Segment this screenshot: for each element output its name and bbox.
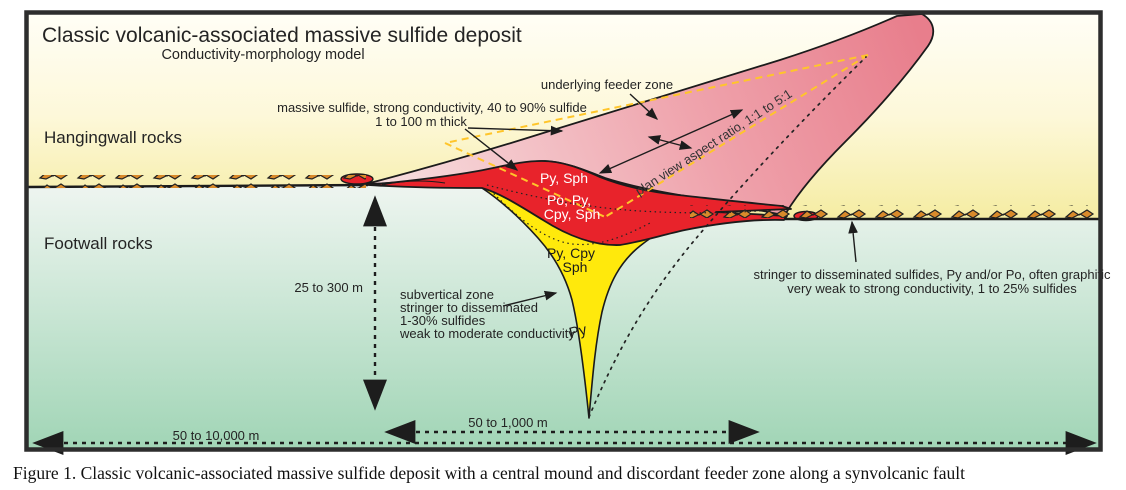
zone-label-po-py-line1: Po, Py, — [547, 192, 591, 208]
subvertical-label-line2: stringer to disseminated — [400, 300, 538, 315]
dimension-label-vertical: 25 to 300 m — [294, 280, 363, 295]
zone-label-py: Py — [567, 321, 589, 342]
zone-boundary-dotted-lower — [489, 189, 653, 246]
diagram-frame — [24, 10, 1103, 452]
footwall-region — [28, 185, 1099, 448]
massive-sulfide-label-line1: massive sulfide, strong conductivity, 40… — [277, 100, 587, 115]
contact-ornaments-right — [690, 205, 1094, 218]
zone-label-po-py-line2: Cpy, Sph — [544, 206, 601, 222]
zone-label-py-cpy-line1: Py, Cpy — [547, 245, 595, 261]
arrow-aspect-width — [647, 135, 693, 150]
zone-boundary-dotted-upper — [486, 184, 776, 214]
stringer-label-line1: stringer to disseminated sulfides, Py an… — [754, 267, 1111, 282]
subvertical-label-line3: 1-30% sulfides — [400, 313, 486, 328]
contact-ornaments-left — [32, 175, 366, 188]
diagram-title: Classic volcanic-associated massive sulf… — [42, 24, 522, 47]
footwall-label: Footwall rocks — [44, 234, 153, 253]
annotation-arrows — [464, 93, 858, 307]
arrow-massive-sulfide-to-mound — [464, 128, 519, 171]
arrow-subvertical-label — [502, 290, 558, 307]
stringer-label-line2: very weak to strong conductivity, 1 to 2… — [787, 281, 1077, 296]
arrow-stringer-label — [848, 220, 858, 263]
plan-view-outline-dashed — [444, 54, 869, 218]
massive-sulfide-label-line2: 1 to 100 m thick — [375, 114, 467, 129]
diagram-subtitle: Conductivity-morphology model — [161, 47, 364, 63]
subvertical-label-line4: weak to moderate conductivity — [399, 326, 575, 341]
feeder-zone-label: underlying feeder zone — [541, 77, 673, 92]
figure-caption: Figure 1. Classic volcanic-associated ma… — [13, 463, 965, 483]
hangingwall-label: Hangingwall rocks — [44, 128, 182, 147]
subvertical-label-line1: subvertical zone — [400, 287, 494, 302]
dimension-label-total-width: 50 to 10,000 m — [173, 428, 260, 443]
synvolcanic-fault-dotted-line — [588, 56, 867, 418]
dimension-arrows — [32, 195, 1097, 455]
zone-label-py-cpy-line2: Sph — [563, 259, 588, 275]
arrow-massive-sulfide-to-feeder — [467, 125, 564, 136]
sulfide-pinchout-detail — [381, 180, 446, 186]
zone-label-py-sph: Py, Sph — [540, 170, 588, 186]
dimension-label-mound-width: 50 to 1,000 m — [468, 415, 548, 430]
